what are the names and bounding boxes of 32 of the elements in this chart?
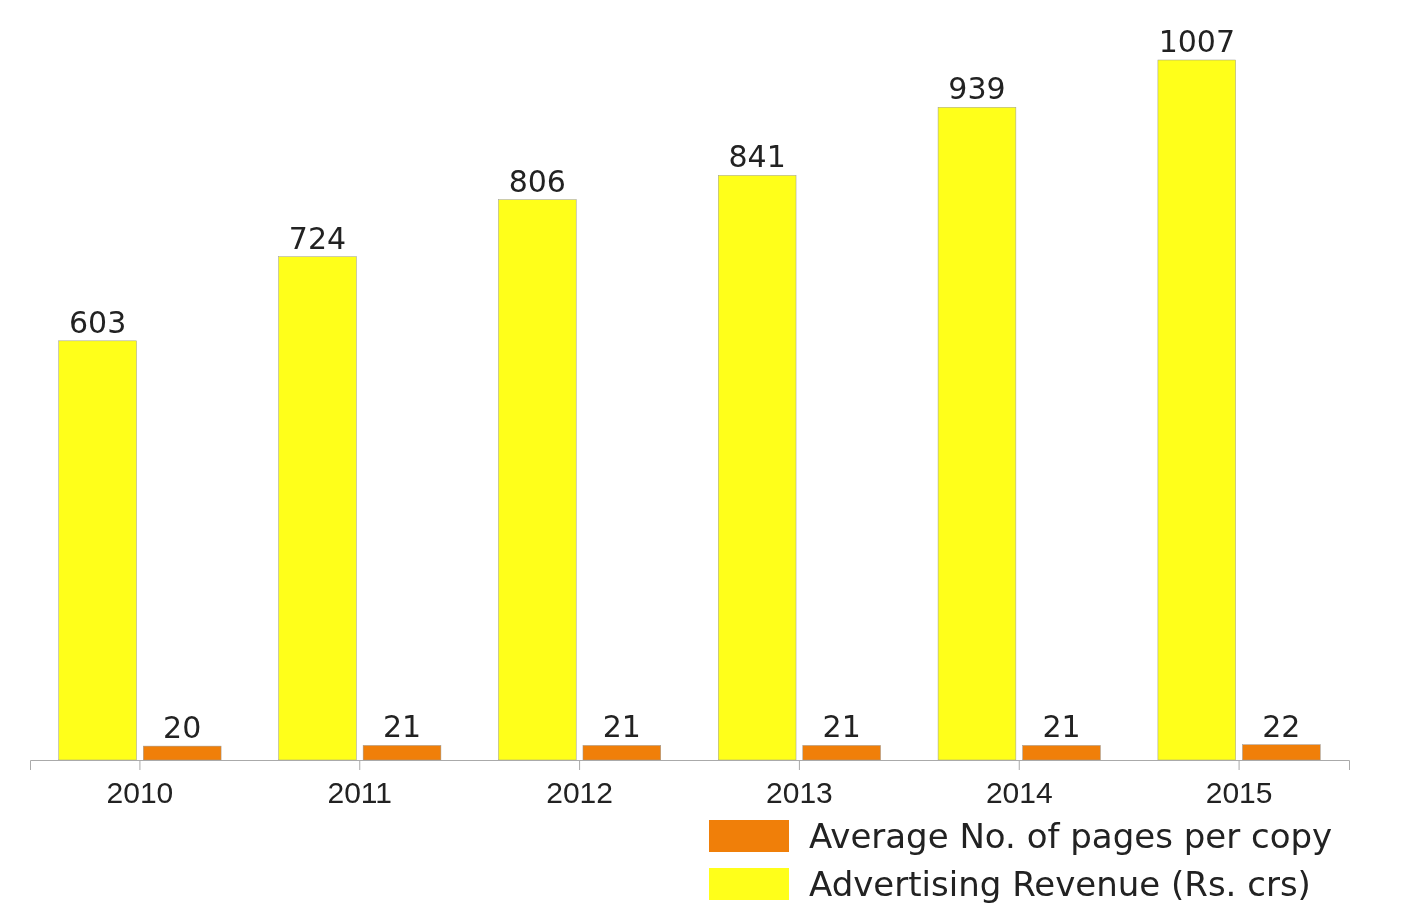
data-label: 939 <box>948 71 1006 107</box>
x-tick-label: 2014 <box>985 776 1053 809</box>
bar <box>58 340 137 761</box>
x-tick-label: 2015 <box>1205 776 1273 809</box>
data-label: 21 <box>822 709 861 745</box>
bar <box>802 745 881 761</box>
x-tick-label: 2013 <box>766 776 833 809</box>
data-label: 22 <box>1262 708 1301 744</box>
bar <box>1242 744 1321 761</box>
legend-label: Average No. of pages per copy <box>809 816 1333 856</box>
data-label: 20 <box>163 710 202 746</box>
data-label: 1007 <box>1158 24 1235 59</box>
data-label: 724 <box>288 220 347 256</box>
bar <box>1157 59 1236 761</box>
data-label: 603 <box>69 304 127 340</box>
data-label: 21 <box>1042 709 1081 745</box>
bar <box>1022 745 1101 761</box>
data-label: 21 <box>602 709 641 745</box>
legend-label: Advertising Revenue (Rs. crs) <box>809 864 1311 904</box>
x-tick-label: 2010 <box>106 776 174 809</box>
bar <box>278 256 357 761</box>
bar <box>143 745 222 761</box>
data-label: 21 <box>382 709 422 745</box>
x-tick-label: 2011 <box>327 776 393 809</box>
bar <box>937 107 1017 761</box>
bar <box>498 199 577 761</box>
bar <box>582 745 661 761</box>
bar <box>362 745 442 761</box>
data-label: 806 <box>508 163 566 199</box>
bar <box>718 175 797 761</box>
x-tick-label: 2012 <box>546 776 613 809</box>
data-label: 841 <box>728 139 786 175</box>
